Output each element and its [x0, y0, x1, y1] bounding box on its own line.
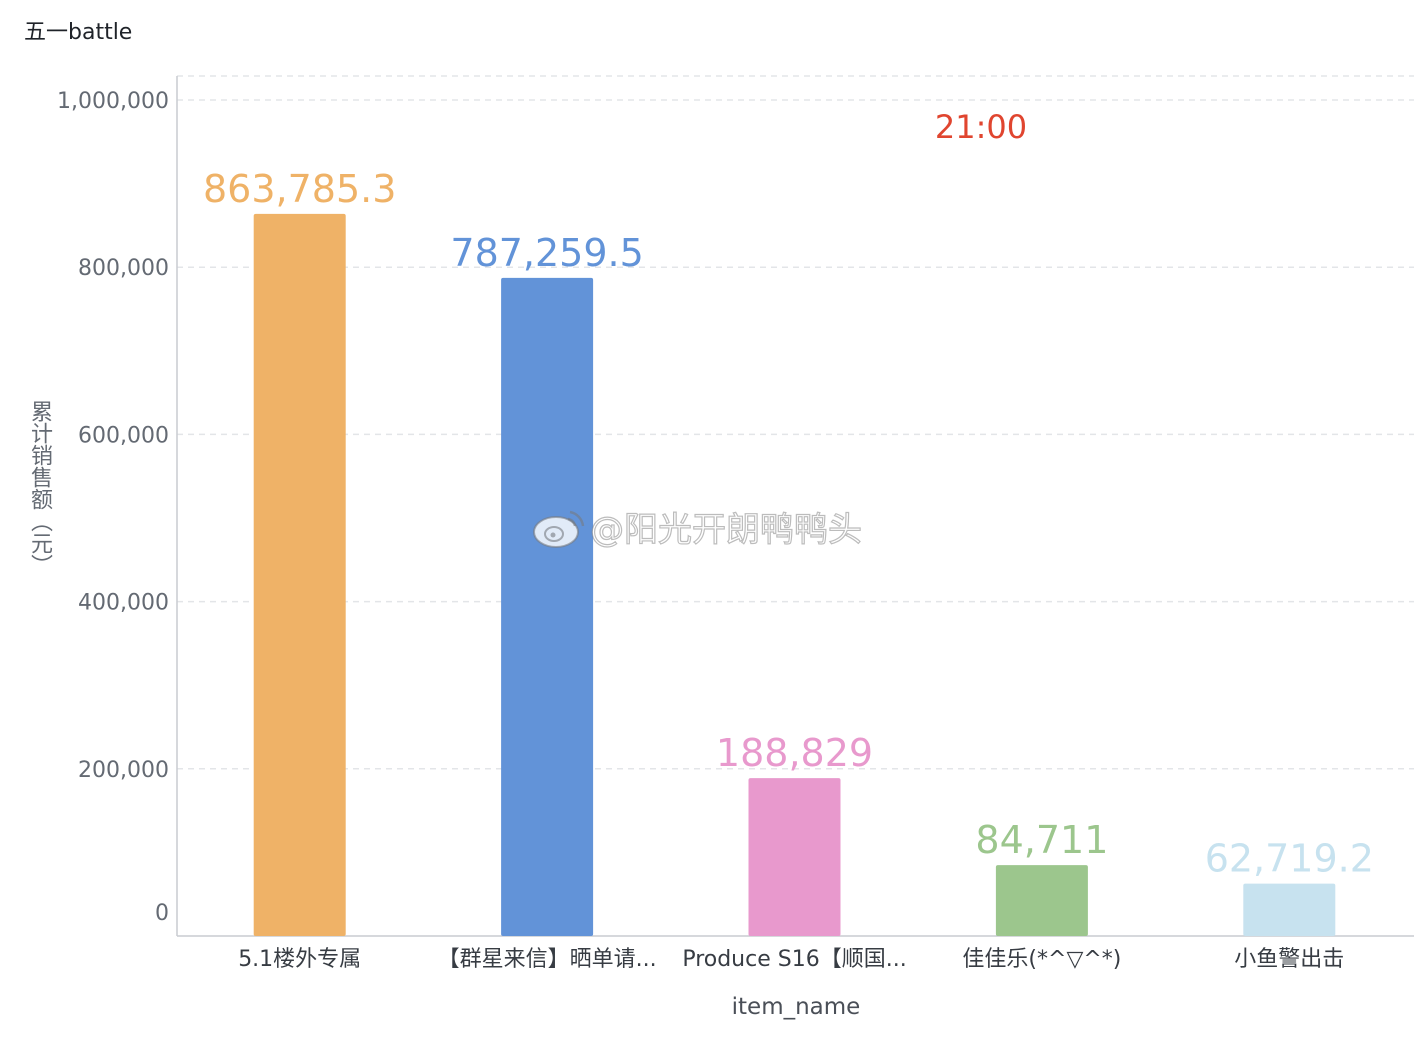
watermark: @阳光开朗鸭鸭头: [533, 509, 863, 551]
bar-value-label: 787,259.5: [450, 231, 643, 275]
x-tick-label: 【群星来信】晒单请...: [438, 947, 657, 972]
y-tick-label: 1,000,000: [57, 89, 169, 114]
x-tick-labels: 5.1楼外专属 【群星来信】晒单请... Produce S16【顺国... 佳佳乐(…: [238, 947, 1344, 972]
y-tick-label: 200,000: [78, 758, 169, 783]
page-title: 五一battle: [24, 20, 133, 45]
x-tick-label: 5.1楼外专属: [238, 947, 361, 972]
bar[interactable]: [1243, 883, 1336, 936]
y-tick-label: 400,000: [78, 591, 169, 616]
weibo-icon: [533, 510, 585, 548]
y-tick-label: 600,000: [78, 423, 169, 448]
x-tick-label: 佳佳乐(*^▽^*): [962, 947, 1121, 972]
value-labels: 863,785.3 787,259.5 188,829 84,711 62,719.2: [203, 167, 1374, 881]
x-tick-label: Produce S16【顺国...: [682, 947, 906, 972]
time-annotation: 21:00: [935, 108, 1027, 146]
y-tick-label: 0: [155, 901, 169, 926]
bars: [253, 213, 1336, 936]
bar[interactable]: [501, 277, 594, 936]
bar[interactable]: [253, 213, 346, 936]
y-tick-labels: 0 200,000 400,000 600,000 800,000 1,000,000: [57, 89, 169, 926]
bar-value-label: 188,829: [716, 731, 873, 775]
x-axis-title: item_name: [732, 994, 861, 1020]
x-tick-label: 小鱼警出击: [1234, 947, 1344, 972]
bar[interactable]: [995, 865, 1088, 936]
y-axis-title: 累计销售额（元）: [27, 400, 52, 576]
y-tick-label: 800,000: [78, 256, 169, 281]
bar-value-label: 62,719.2: [1205, 837, 1374, 881]
watermark-text: @阳光开朗鸭鸭头: [590, 510, 862, 550]
bar-value-label: 84,711: [975, 818, 1108, 862]
bar-value-label: 863,785.3: [203, 167, 396, 211]
bar[interactable]: [748, 778, 841, 936]
grid-lines: [177, 75, 1414, 770]
